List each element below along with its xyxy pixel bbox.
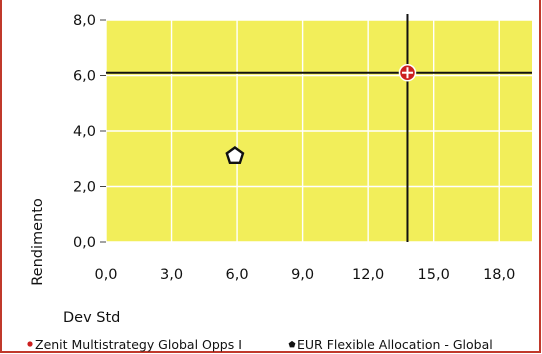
legend-fund-marker (27, 341, 33, 347)
y-tick-label: 2,0 (73, 180, 96, 196)
x-axis-ticks: 0,0 3,0 6,0 9,0 12,0 15,0 18,0 (94, 267, 515, 283)
fund-point (398, 63, 417, 82)
crosshair (106, 14, 532, 242)
x-tick-label: 15,0 (418, 267, 450, 283)
y-tick-label: 0,0 (73, 235, 96, 251)
x-tick-label: 18,0 (483, 267, 515, 283)
x-axis-title: Dev Std (63, 310, 120, 326)
y-axis-ticks: 0,0 2,0 4,0 6,0 8,0 (73, 13, 106, 251)
y-tick-label: 4,0 (73, 124, 96, 140)
legend-peer-marker (288, 340, 296, 348)
y-axis-title: Rendimento (30, 198, 46, 286)
legend-peer-label: EUR Flexible Allocation - Global (297, 337, 493, 352)
x-tick-label: 12,0 (352, 267, 384, 283)
plot-area (105, 14, 532, 243)
grid-lines (105, 19, 532, 243)
y-tick-label: 6,0 (73, 69, 96, 85)
x-tick-label: 9,0 (291, 267, 314, 283)
legend: Zenit Multistrategy Global Opps I EUR Fl… (27, 337, 493, 352)
x-tick-label: 6,0 (226, 267, 249, 283)
legend-fund-label: Zenit Multistrategy Global Opps I (35, 337, 242, 352)
y-tick-label: 8,0 (73, 13, 96, 29)
data-points (225, 63, 417, 165)
x-tick-label: 0,0 (94, 267, 117, 283)
peer-point (225, 145, 245, 165)
x-tick-label: 3,0 (160, 267, 183, 283)
